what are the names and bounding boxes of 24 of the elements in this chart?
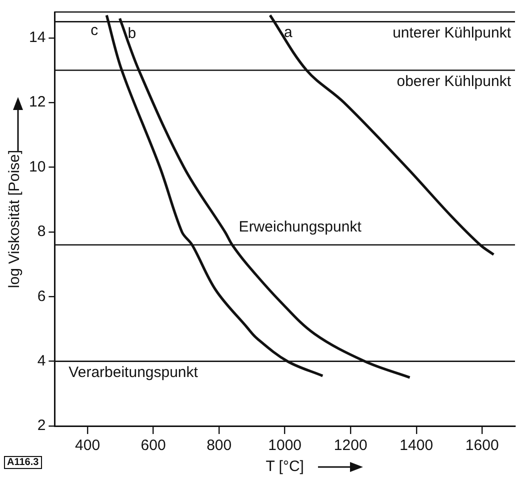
series-label: c: [90, 22, 99, 39]
series-label: b: [128, 25, 136, 42]
ref-line-label: Verarbeitungspunkt: [68, 364, 199, 381]
x-tick-label: 400: [75, 437, 100, 454]
y-tick-label: 6: [37, 288, 46, 305]
ref-line-label: unterer Kühlpunkt: [392, 24, 512, 42]
y-tick-label: 8: [37, 223, 46, 240]
ref-line-label: Erweichungspunkt: [238, 218, 362, 236]
y-tick-label: 2: [37, 417, 46, 434]
x-tick-label: 600: [140, 437, 166, 454]
series-label: a: [284, 24, 294, 41]
x-tick-label: 800: [206, 437, 232, 454]
text: A116.3: [4, 456, 42, 469]
y-axis-title: log Viskosität [Poise]: [6, 150, 24, 288]
x-axis-title: T [°C]: [266, 458, 304, 476]
x-tick-label: 1600: [465, 437, 499, 454]
y-tick-label: 12: [28, 94, 46, 111]
x-tick-label: 1200: [334, 437, 368, 454]
y-tick-label: 10: [28, 158, 46, 176]
x-tick-label: 1400: [400, 437, 434, 454]
x-tick-label: 1000: [268, 437, 302, 454]
ref-line-label: oberer Kühlpunkt: [396, 72, 512, 90]
y-tick-label: 14: [28, 29, 46, 46]
y-tick-label: 4: [37, 352, 46, 370]
